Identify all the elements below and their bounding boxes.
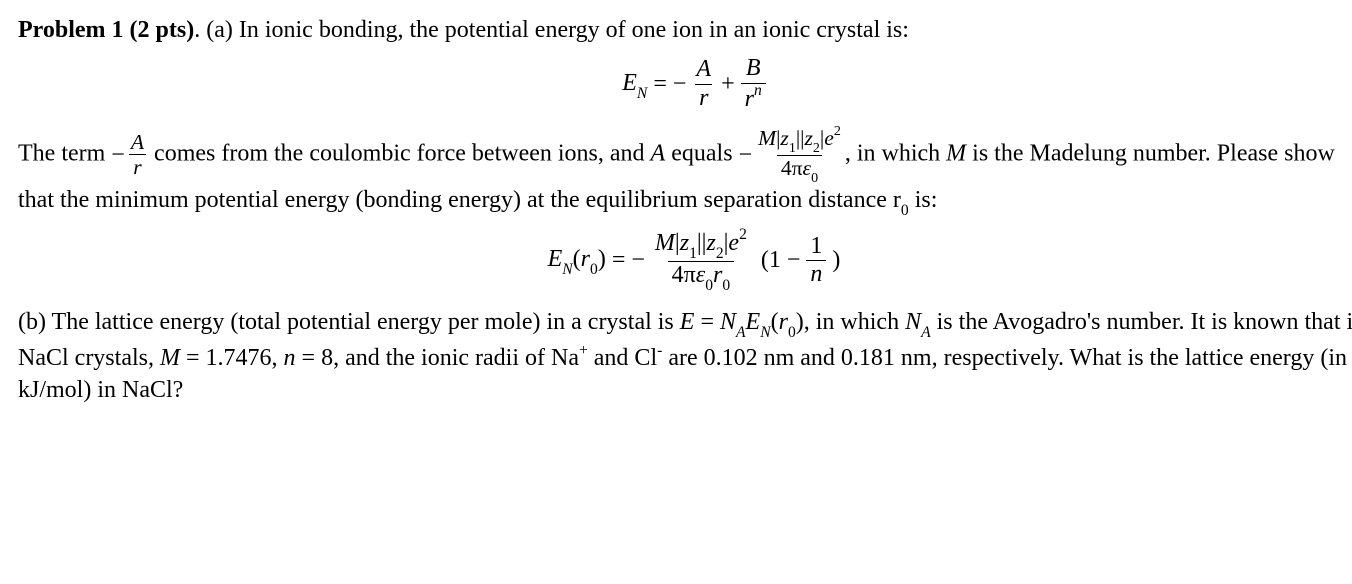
b-EN-E: E — [746, 309, 761, 335]
eq2-paren-close: ) — [832, 244, 840, 276]
eq1-equals: = — [653, 68, 667, 100]
aexpr-1: 1 — [789, 140, 796, 156]
eq2-one: 1 — [806, 234, 826, 260]
eq2-1: 1 — [689, 245, 697, 262]
eq2-2: 2 — [716, 245, 724, 262]
eq2-dr0: 0 — [722, 277, 730, 294]
eq1-neg: − — [673, 68, 687, 100]
b-EN-N: N — [760, 324, 770, 341]
eq2-neg: − — [631, 244, 645, 276]
aexpr-z1: z — [780, 126, 788, 150]
eq2-z1: z — [680, 230, 689, 256]
aexpr-M: M — [758, 126, 776, 150]
b-E: E — [680, 309, 695, 335]
b-nval: = 8, and the ionic radii of Na — [296, 345, 579, 371]
b-eq: = — [694, 309, 720, 335]
b-tail1: , in which — [804, 309, 905, 335]
eq2-E: E — [548, 246, 563, 272]
eq2-po: ( — [573, 246, 581, 272]
b-n: n — [284, 345, 296, 371]
aexpr-e: e — [824, 126, 834, 150]
b-NA-N2: N — [905, 309, 921, 335]
txt-term: The term — [18, 140, 111, 166]
eq2-eps0: 0 — [705, 277, 713, 294]
aexpr-eps: ε — [803, 156, 812, 180]
explanation-paragraph: The term − A r comes from the coulombic … — [18, 126, 1352, 219]
b-NA-A2: A — [921, 324, 931, 341]
eq1-r: r — [695, 84, 712, 111]
aexpr-sq: 2 — [834, 123, 841, 139]
eq2-mainfrac: M|z1||z2|e2 4πε0r0 — [651, 229, 751, 292]
b-Mval: = 1.7476, — [180, 345, 284, 371]
txt-M-italic: M — [946, 140, 966, 166]
eq2-dr: r — [713, 262, 722, 288]
b-NA-A: A — [736, 324, 746, 341]
eq2-4pi: 4π — [672, 262, 696, 288]
txt-inwhich: , in which — [845, 140, 940, 166]
equation-en-r0: EN(r0) = − M|z1||z2|e2 4πε0r0 (1 − 1 n ) — [18, 229, 1352, 292]
inline-neg-Ar: − A r — [111, 131, 148, 179]
eq2-eps: ε — [696, 262, 705, 288]
aexpr-2: 2 — [813, 140, 820, 156]
b-and: and Cl — [588, 345, 657, 371]
eq2-paren-open: (1 − — [761, 244, 801, 276]
aexpr-neg: − — [739, 139, 753, 171]
b-0: 0 — [788, 324, 796, 341]
b-minus: - — [657, 342, 662, 359]
inline-neg: − — [111, 139, 125, 171]
eq2-n: n — [806, 260, 826, 287]
eq1-frac-Brn: B rn — [741, 56, 766, 111]
eq2-z2: z — [706, 230, 715, 256]
b-po: ( — [771, 309, 779, 335]
eq2-pc: ) — [598, 246, 606, 272]
part-b-paragraph: (b) The lattice energy (total potential … — [18, 306, 1352, 407]
txt-equals: equals — [665, 140, 738, 166]
eq2-sq: 2 — [739, 226, 747, 243]
eq2-r: r — [581, 246, 590, 272]
eq1-B: B — [742, 56, 765, 82]
aexpr-0: 0 — [811, 170, 818, 186]
eq1-E: E — [622, 70, 637, 96]
intro-a: . (a) In ionic bonding, the potential en… — [194, 17, 909, 43]
eq1-A: A — [692, 57, 715, 83]
eq1-frac-Ar: A r — [692, 57, 715, 110]
problem-label: Problem 1 (2 pts) — [18, 17, 194, 43]
b-intro: (b) The lattice energy (total potential … — [18, 309, 680, 335]
b-M: M — [160, 345, 180, 371]
txt-r0-sub: 0 — [901, 202, 909, 219]
eq1-N: N — [637, 85, 647, 102]
b-pc: ) — [796, 309, 804, 335]
eq2-frac-1n: 1 n — [806, 234, 826, 287]
eq2-N: N — [562, 261, 572, 278]
eq2-0: 0 — [590, 261, 598, 278]
b-plus: + — [579, 342, 588, 359]
aexpr-z2: z — [804, 126, 812, 150]
txt-A-italic: A — [651, 140, 666, 166]
eq1-plus: + — [721, 68, 735, 100]
inline-A-expr: − M|z1||z2|e2 4πε0 — [739, 126, 845, 184]
inline-A: A — [127, 131, 148, 155]
b-r: r — [779, 309, 788, 335]
aexpr-4pi: 4π — [781, 156, 803, 180]
b-NA-N: N — [720, 309, 736, 335]
equation-en: EN = − A r + B rn — [18, 56, 1352, 111]
txt-is: is: — [909, 187, 938, 213]
problem-heading: Problem 1 (2 pts). (a) In ionic bonding,… — [18, 14, 1352, 46]
eq2-equals: = — [612, 244, 626, 276]
eq2-M: M — [655, 230, 675, 256]
eq2-e: e — [728, 230, 739, 256]
eq1-rn-r: r — [745, 86, 754, 112]
eq1-rn-n: n — [754, 82, 762, 99]
txt-comes-from: comes from the coulombic force between i… — [154, 140, 651, 166]
inline-r: r — [129, 154, 145, 179]
